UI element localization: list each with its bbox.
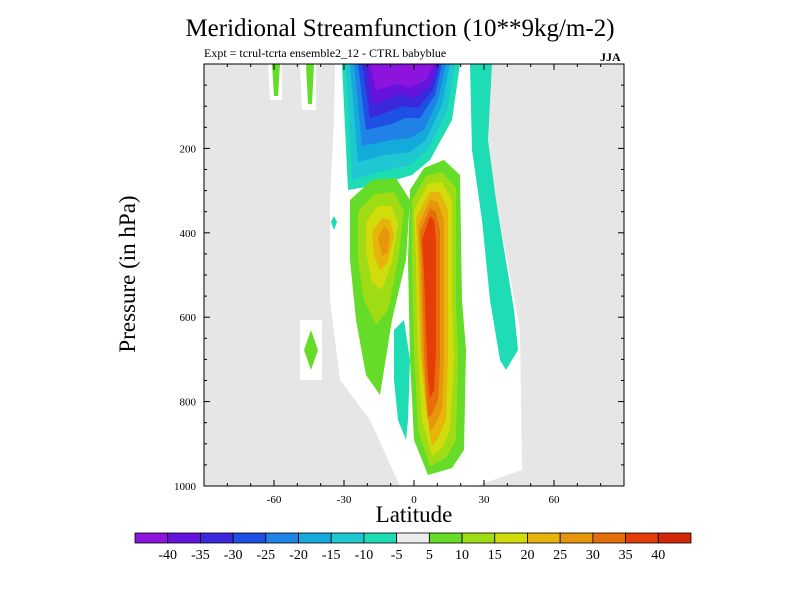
- colorbar-box: [363, 532, 398, 544]
- colorbar-box: [461, 532, 496, 544]
- contour-pos-blob-3: [304, 330, 318, 370]
- contour-neg-blob: [331, 216, 337, 230]
- contour-neg-south-plume: [394, 320, 410, 440]
- colorbar-label: 40: [651, 548, 665, 563]
- contour-pos-35-main: [422, 216, 436, 398]
- contour-neg-40: [370, 64, 434, 90]
- colorbar-box: [265, 532, 299, 544]
- colorbar-label: 15: [488, 548, 502, 563]
- contour-neg-plume-5: [470, 64, 518, 370]
- colorbar-box: [167, 532, 201, 544]
- x-tick-label: 60: [549, 494, 561, 506]
- contour-layer: [268, 64, 522, 486]
- colorbar-label: -30: [224, 548, 243, 563]
- contour-pos-blob-2: [306, 64, 314, 104]
- colorbar-box: [428, 532, 463, 544]
- colorbar-label: -15: [322, 548, 341, 563]
- colorbar-label: -40: [158, 548, 177, 563]
- y-tick-label: 800: [180, 397, 197, 409]
- y-tick-label: 200: [180, 143, 197, 155]
- chart-subtitle: Expt = tcrul-tcrta ensemble2_12 - CTRL b…: [204, 46, 447, 60]
- x-axis: -60 -30 0 30 60: [203, 64, 625, 506]
- x-tick-label: -30: [337, 494, 352, 506]
- colorbar-label: 20: [520, 548, 534, 563]
- y-tick-label: 600: [180, 312, 197, 324]
- colorbar-box: [232, 532, 267, 544]
- x-axis-label: Latitude: [375, 502, 453, 527]
- colorbar: -40 -35 -30 -25 -20 -15 -10 -5 5 10 15 20 25 30 35 40: [134, 532, 692, 563]
- contour-pos-blob-1: [272, 64, 280, 96]
- colorbar-label: 25: [553, 548, 567, 563]
- colorbar-box: [298, 532, 332, 544]
- y-axis: 200 400 600 800 1000: [174, 84, 624, 493]
- colorbar-label: -25: [256, 548, 275, 563]
- colorbar-box: [625, 532, 659, 544]
- colorbar-label: 10: [455, 548, 469, 563]
- colorbar-box: [559, 532, 594, 544]
- season-label: JJA: [600, 50, 621, 64]
- colorbar-box: [396, 532, 430, 544]
- x-tick-label: 30: [479, 494, 491, 506]
- chart-title: Meridional Streamfunction (10**9kg/m-2): [185, 15, 615, 42]
- colorbar-label: -20: [289, 548, 308, 563]
- colorbar-label: -35: [191, 548, 210, 563]
- colorbar-box: [330, 532, 365, 544]
- colorbar-label: -10: [355, 548, 374, 563]
- y-axis-label: Pressure (in hPa): [115, 195, 140, 353]
- colorbar-box: [527, 532, 561, 544]
- y-tick-label: 1000: [174, 481, 197, 493]
- colorbar-label: 35: [619, 548, 633, 563]
- colorbar-box: [657, 532, 692, 544]
- y-tick-label: 400: [180, 228, 197, 240]
- colorbar-label: -5: [391, 548, 403, 563]
- x-tick-label: -60: [267, 494, 282, 506]
- colorbar-box: [134, 532, 169, 544]
- colorbar-box: [592, 532, 626, 544]
- colorbar-box: [200, 532, 234, 544]
- colorbar-label: 30: [586, 548, 600, 563]
- contour-pos-25-south: [378, 226, 390, 256]
- colorbar-label: 5: [426, 548, 433, 563]
- x-tick-label: 0: [411, 494, 417, 506]
- colorbar-box: [494, 532, 528, 544]
